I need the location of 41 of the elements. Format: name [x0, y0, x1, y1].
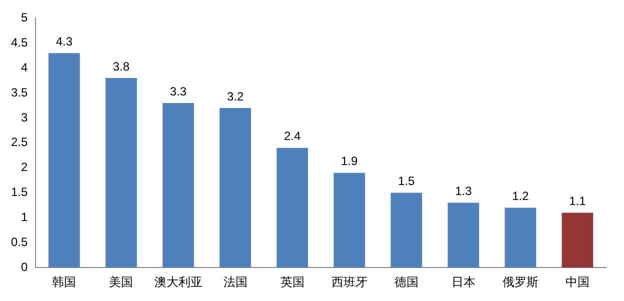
bar — [162, 102, 194, 268]
data-label: 1.3 — [455, 184, 472, 198]
y-tick-label: 4.5 — [10, 35, 28, 50]
y-tick-label: 3 — [20, 110, 28, 124]
y-tick-label: 4 — [20, 60, 28, 74]
y-tick-label: 0 — [20, 260, 28, 274]
bar — [334, 172, 366, 268]
y-tick-label: 5 — [20, 10, 28, 25]
bar — [390, 192, 422, 268]
bar — [562, 212, 594, 268]
y-tick-label: 3.5 — [10, 85, 28, 100]
bar — [276, 148, 308, 268]
data-label: 1.1 — [569, 194, 586, 208]
data-label: 3.3 — [170, 84, 187, 98]
x-tick-label: 法国 — [223, 275, 248, 290]
x-tick-label: 西班牙 — [331, 275, 368, 290]
bar — [448, 202, 480, 268]
x-tick-label: 德国 — [394, 275, 418, 290]
x-tick-label: 澳大利亚 — [154, 275, 202, 290]
bar — [504, 208, 536, 268]
x-tick-label: 中国 — [565, 275, 590, 290]
x-tick-label: 美国 — [109, 275, 134, 290]
data-label: 2.4 — [284, 129, 301, 144]
x-tick-label: 韩国 — [52, 275, 76, 290]
y-tick-label: 1.5 — [10, 185, 28, 200]
bar — [220, 108, 251, 268]
data-label: 1.2 — [512, 189, 530, 204]
y-tick-label: 1 — [20, 210, 28, 224]
y-tick-label: 0.5 — [10, 234, 28, 249]
data-label: 1.5 — [398, 174, 416, 188]
bar — [48, 53, 80, 268]
data-label: 3.2 — [226, 89, 244, 104]
y-tick-label: 2.5 — [10, 135, 28, 150]
data-label: 4.3 — [56, 34, 73, 48]
x-tick-label: 英国 — [280, 275, 304, 290]
bar — [106, 78, 137, 268]
x-tick-label: 日本 — [451, 275, 476, 290]
data-label: 1.9 — [341, 154, 358, 168]
y-tick-label: 2 — [20, 160, 28, 174]
data-label: 3.8 — [112, 59, 130, 74]
x-tick-label: 俄罗斯 — [502, 275, 538, 290]
